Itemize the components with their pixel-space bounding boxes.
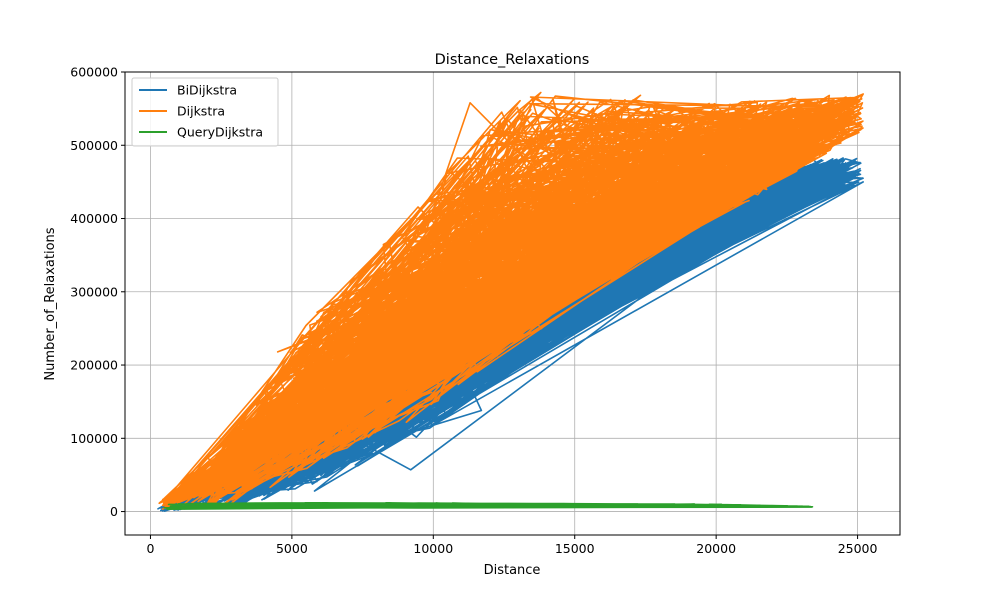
axes-frame bbox=[124, 71, 901, 536]
series-querydijkstra bbox=[163, 502, 814, 510]
legend-label-querydijkstra: QueryDijkstra bbox=[177, 125, 263, 140]
y-tick-label: 400000 bbox=[70, 211, 118, 226]
x-axis-ticks: 0 5000 10000 15000 20000 25000 bbox=[146, 535, 878, 556]
chart-title: Distance_Relaxations bbox=[435, 52, 590, 68]
series-layer bbox=[157, 91, 864, 512]
y-tick-label: 100000 bbox=[70, 431, 118, 446]
plot-area bbox=[124, 71, 901, 536]
legend: BiDijkstra Dijkstra QueryDijkstra bbox=[131, 77, 279, 147]
legend-box bbox=[131, 77, 279, 147]
x-tick-label: 25000 bbox=[838, 541, 878, 556]
x-tick-label: 5000 bbox=[276, 541, 308, 556]
legend-label-bidijkstra: BiDijkstra bbox=[177, 83, 237, 98]
y-tick-label: 500000 bbox=[70, 138, 118, 153]
series-line-dijkstra bbox=[158, 91, 864, 510]
x-tick-label: 20000 bbox=[696, 541, 736, 556]
legend-label-dijkstra: Dijkstra bbox=[177, 104, 225, 119]
y-axis-label: Number_of_Relaxations bbox=[43, 227, 58, 380]
x-tick-label: 0 bbox=[146, 541, 154, 556]
x-axis-label: Distance bbox=[484, 563, 541, 578]
y-tick-label: 200000 bbox=[70, 358, 118, 373]
x-tick-label: 10000 bbox=[413, 541, 453, 556]
y-tick-label: 600000 bbox=[70, 65, 118, 80]
y-tick-label: 0 bbox=[110, 504, 118, 519]
series-dijkstra bbox=[158, 91, 864, 510]
x-tick-label: 15000 bbox=[555, 541, 595, 556]
series-line-querydijkstra bbox=[163, 502, 814, 510]
y-axis-ticks: 0 100000 200000 300000 400000 500000 600000 bbox=[70, 65, 125, 519]
y-tick-label: 300000 bbox=[70, 284, 118, 299]
